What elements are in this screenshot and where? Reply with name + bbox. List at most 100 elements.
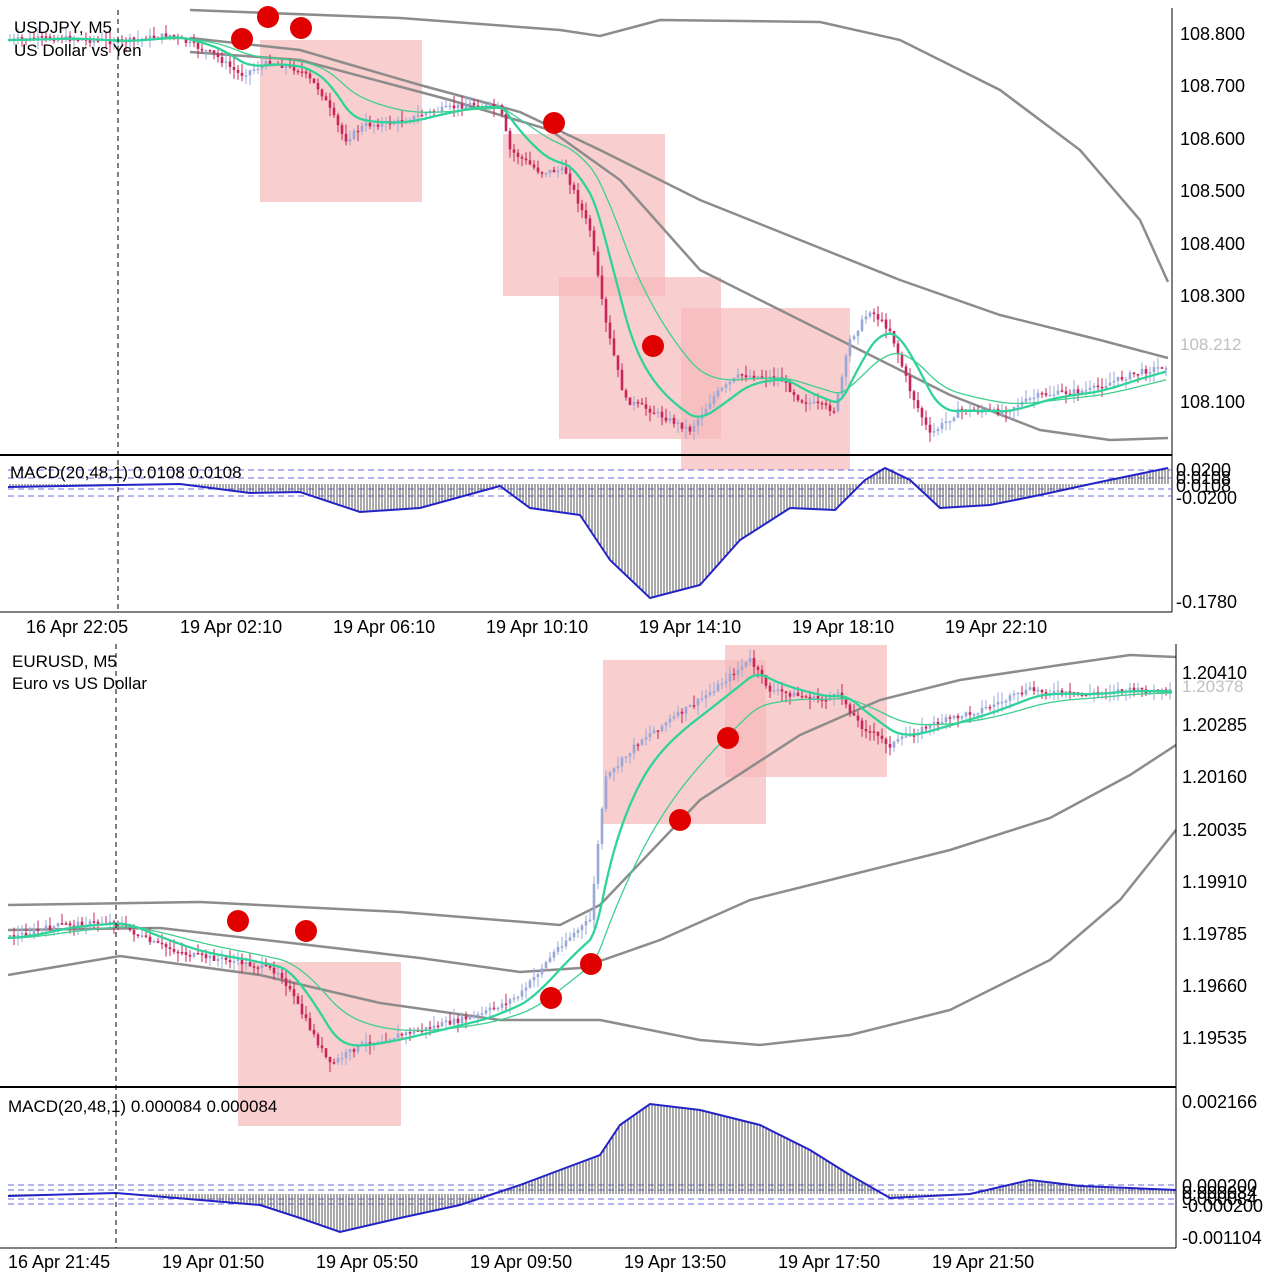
candle-body bbox=[608, 772, 612, 777]
candle-body bbox=[312, 78, 316, 83]
candle-body bbox=[988, 706, 992, 709]
candle-body bbox=[1164, 368, 1168, 370]
candle-body bbox=[1120, 376, 1124, 380]
candle-body bbox=[1096, 385, 1100, 388]
candle-body bbox=[860, 720, 864, 730]
candle-body bbox=[972, 714, 976, 716]
candle-body bbox=[668, 418, 672, 421]
candle-body bbox=[188, 41, 192, 44]
candle-body bbox=[348, 138, 352, 142]
candle-body bbox=[844, 699, 848, 705]
candle-body bbox=[688, 426, 692, 432]
candle-body bbox=[1076, 389, 1080, 394]
candle-body bbox=[588, 218, 592, 231]
candle-body bbox=[504, 1003, 508, 1006]
candle-body bbox=[256, 68, 260, 71]
candle-body bbox=[1044, 393, 1048, 396]
price-tick: 108.600 bbox=[1180, 129, 1245, 149]
candle-body bbox=[1040, 689, 1044, 693]
candle-body bbox=[1068, 691, 1072, 693]
candle-body bbox=[600, 275, 604, 300]
time-tick: 19 Apr 13:50 bbox=[624, 1252, 726, 1272]
candle-body bbox=[744, 661, 748, 667]
candle-body bbox=[736, 374, 740, 378]
candle-body bbox=[32, 929, 36, 934]
signal-dot bbox=[227, 910, 249, 932]
time-tick: 19 Apr 10:10 bbox=[486, 617, 588, 637]
candle-body bbox=[584, 210, 588, 219]
candle-body bbox=[220, 957, 224, 960]
time-tick: 19 Apr 06:10 bbox=[333, 617, 435, 637]
candle-body bbox=[472, 1015, 476, 1018]
candle-body bbox=[928, 723, 932, 729]
candle-body bbox=[640, 402, 644, 405]
candle-body bbox=[660, 411, 664, 418]
candle-body bbox=[1060, 390, 1064, 392]
candle-body bbox=[500, 105, 504, 115]
candle-body bbox=[720, 387, 724, 391]
candle-body bbox=[20, 37, 24, 39]
candle-body bbox=[664, 722, 668, 726]
candle-body bbox=[772, 690, 776, 692]
candle-body bbox=[608, 322, 612, 339]
candle-body bbox=[300, 71, 304, 73]
candle-body bbox=[288, 986, 292, 990]
candle-body bbox=[356, 1044, 360, 1052]
candle-body bbox=[312, 1029, 316, 1035]
candle-body bbox=[352, 130, 356, 139]
candle-body bbox=[884, 738, 888, 745]
candle-body bbox=[644, 404, 648, 409]
candle-body bbox=[164, 33, 168, 38]
candle-body bbox=[96, 921, 100, 924]
candle-body bbox=[136, 934, 140, 937]
macd-axis: 0.0200 0.0108 0.0108 -0.0200 -0.1780 bbox=[1176, 460, 1237, 612]
usdjpy-chart-panel[interactable]: USDJPY, M5 US Dollar vs Yen 108.800 108.… bbox=[0, 6, 1245, 637]
candle-body bbox=[1016, 405, 1020, 408]
candle-body bbox=[52, 39, 56, 42]
candle-body bbox=[832, 410, 836, 413]
price-tick: 108.300 bbox=[1180, 286, 1245, 306]
candle-body bbox=[584, 921, 588, 926]
moving-averages bbox=[8, 36, 1167, 418]
candle-body bbox=[324, 1048, 328, 1057]
candle-body bbox=[248, 961, 252, 967]
candle-body bbox=[904, 366, 908, 376]
candle-body bbox=[580, 203, 584, 211]
candle-body bbox=[756, 666, 760, 670]
signal-markers bbox=[227, 727, 739, 1009]
candle-body bbox=[536, 167, 540, 173]
candle-body bbox=[392, 1038, 396, 1040]
eurusd-chart-panel[interactable]: EURUSD, M5 Euro vs US Dollar 1.20410 1.2… bbox=[0, 640, 1280, 1272]
candle-body bbox=[1064, 391, 1068, 394]
moving-averages bbox=[7, 673, 1173, 1047]
candle-body bbox=[976, 713, 980, 715]
candle-body bbox=[1148, 372, 1152, 374]
macd-tick: -0.1780 bbox=[1176, 592, 1237, 612]
macd-tick: 0.000084 bbox=[1182, 1183, 1257, 1203]
candle-body bbox=[836, 692, 840, 695]
candle-body bbox=[760, 376, 764, 378]
candle-body bbox=[548, 169, 552, 174]
candle-body bbox=[380, 122, 384, 127]
candle-body bbox=[108, 39, 112, 45]
candle-body bbox=[592, 883, 596, 920]
band-line bbox=[189, 50, 1169, 442]
candle-body bbox=[1112, 380, 1116, 383]
candle-body bbox=[784, 691, 788, 694]
candle-body bbox=[948, 420, 952, 423]
candle-body bbox=[756, 376, 760, 379]
candle-body bbox=[452, 1018, 456, 1025]
candle-body bbox=[484, 1010, 488, 1014]
candle-body bbox=[948, 717, 952, 719]
candle-body bbox=[1080, 390, 1084, 394]
candle-body bbox=[44, 36, 48, 38]
candle-body bbox=[824, 700, 828, 702]
band-line bbox=[189, 8, 1170, 283]
candle-body bbox=[700, 698, 704, 700]
candle-body bbox=[408, 1032, 412, 1034]
candle-body bbox=[928, 424, 932, 433]
candle-body bbox=[40, 928, 44, 931]
candle-body bbox=[776, 689, 780, 691]
candle-body bbox=[708, 692, 712, 696]
